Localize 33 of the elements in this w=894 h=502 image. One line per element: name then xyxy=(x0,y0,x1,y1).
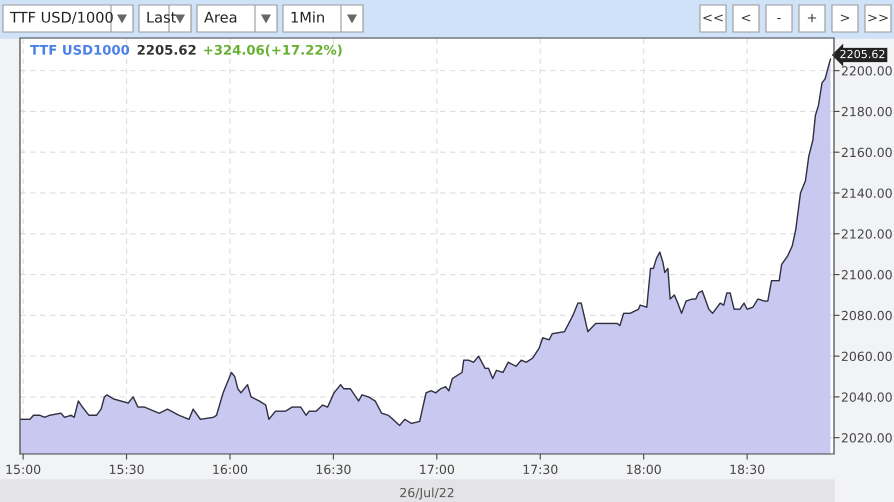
y2-tick-label: 2020.00 xyxy=(842,433,892,443)
annotation: +324.06(+17.22%) xyxy=(204,44,342,56)
text: >> xyxy=(868,14,888,22)
x-tick-label: 15:30 xyxy=(110,464,144,474)
text: 2205.62 xyxy=(840,50,884,58)
text: Last xyxy=(147,12,176,23)
chart-title: TTF USD1000 xyxy=(30,44,130,55)
x-tick-label: 17:00 xyxy=(420,464,454,474)
text: - xyxy=(777,18,781,20)
x-tick-label: 16:30 xyxy=(316,464,351,474)
text: < xyxy=(742,14,750,22)
y2-tick-label: 2200.00 xyxy=(842,66,892,76)
y2-tick-label: 2060.00 xyxy=(842,352,892,362)
y2-tick-label: 2180.00 xyxy=(842,106,892,116)
text: 1Min xyxy=(292,11,324,23)
x-tick-label: 18:00 xyxy=(627,464,661,474)
x-tick-label: 17:30 xyxy=(524,464,558,474)
text: > xyxy=(840,14,850,22)
y2-tick-label: 2040.00 xyxy=(842,392,892,402)
y2-tick-label: 2080.00 xyxy=(842,310,892,320)
text: TTF USD/1000 xyxy=(10,12,113,24)
text: + xyxy=(808,14,816,22)
annotation: 2205.62 xyxy=(138,44,196,55)
x-tick-label: 15:00 xyxy=(6,464,40,474)
y2-tick-label: 2160.00 xyxy=(842,148,892,158)
y2-tick-label: 2140.00 xyxy=(842,188,892,198)
text: Area xyxy=(204,12,236,23)
text: << xyxy=(703,14,723,22)
x-axis-title: 26/Jul/22 xyxy=(400,488,454,500)
y2-tick-label: 2100.00 xyxy=(842,270,892,280)
x-tick-label: 18:30 xyxy=(730,464,764,474)
x-tick-label: 16:00 xyxy=(213,464,248,474)
y2-tick-label: 2120.00 xyxy=(842,229,892,239)
